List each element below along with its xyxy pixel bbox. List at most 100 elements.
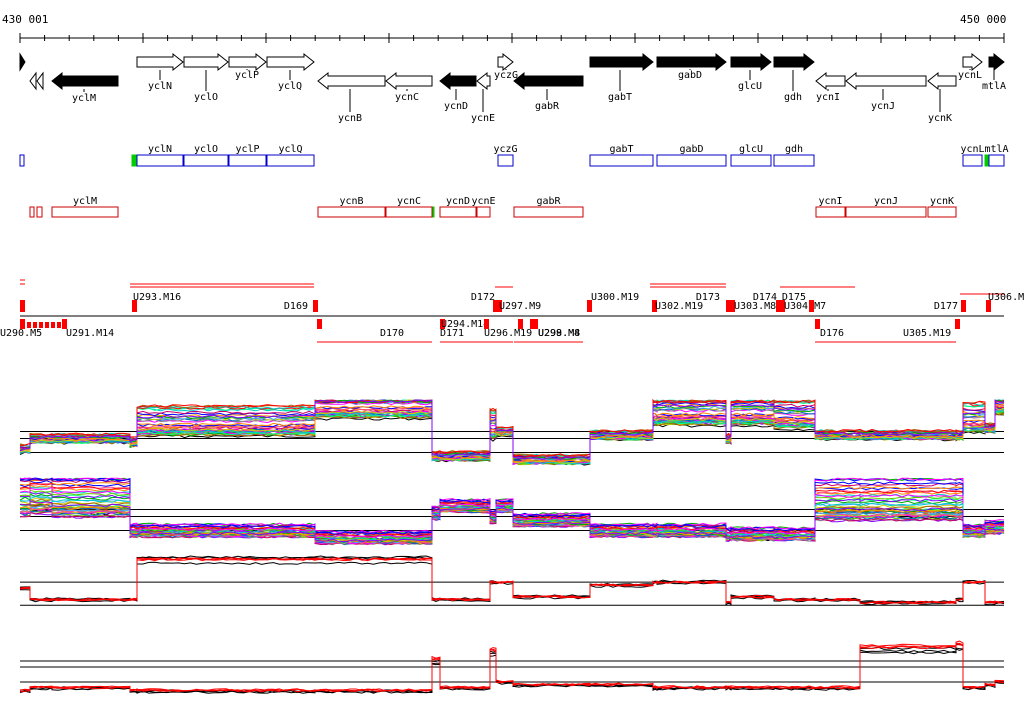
reverse-box-label-ycni: ycnI bbox=[818, 196, 842, 207]
segment-marker-bottom[interactable] bbox=[533, 319, 538, 329]
segment-marker-bottom[interactable] bbox=[440, 319, 445, 329]
gene-arrow-ycnb[interactable] bbox=[317, 71, 386, 91]
segment-label-d172: D172 bbox=[471, 292, 495, 303]
reverse-box-ycnb[interactable] bbox=[317, 206, 386, 218]
gene-arrow-yczg[interactable] bbox=[497, 52, 514, 72]
segment-marker-top[interactable] bbox=[587, 300, 592, 312]
segment-marker-top[interactable] bbox=[493, 300, 498, 312]
forward-box-yclo[interactable] bbox=[183, 154, 229, 167]
gene-arrow-ycne[interactable] bbox=[476, 71, 491, 91]
gene-label-glcu: glcU bbox=[738, 81, 762, 92]
expression-trace bbox=[19, 557, 1005, 604]
segment-marker-top[interactable] bbox=[780, 300, 785, 312]
segment-marker-top[interactable] bbox=[497, 300, 502, 312]
forward-box-ycnl[interactable] bbox=[962, 154, 983, 167]
reverse-box-ycne[interactable] bbox=[476, 206, 491, 218]
gene-label-gabt: gabT bbox=[608, 92, 632, 103]
forward-box-gabd[interactable] bbox=[656, 154, 727, 167]
gene-arrow-ycnj[interactable] bbox=[845, 71, 927, 91]
gene-label-ycnk: ycnK bbox=[928, 113, 952, 124]
forward-box-mtla[interactable] bbox=[988, 154, 1005, 167]
segment-marker-top[interactable] bbox=[652, 300, 657, 312]
segment-marker-top[interactable] bbox=[132, 300, 137, 312]
gene-arrow-ycnl[interactable] bbox=[962, 52, 983, 72]
gene-label-gdh: gdh bbox=[784, 92, 802, 103]
reverse-box-label-gabr: gabR bbox=[536, 196, 561, 207]
segment-marker-bottom[interactable] bbox=[815, 319, 820, 329]
gene-arrow-gabt[interactable] bbox=[589, 52, 654, 72]
reverse-box-gabr[interactable] bbox=[513, 206, 584, 218]
segment-marker-top[interactable] bbox=[726, 300, 731, 312]
gene-arrow-ycni[interactable] bbox=[815, 71, 846, 91]
gene-arrow-gabd[interactable] bbox=[656, 52, 727, 72]
segment-marker-top[interactable] bbox=[313, 300, 318, 312]
segment-marker-top[interactable] bbox=[730, 300, 735, 312]
reverse-box-label-ycnb: ycnB bbox=[339, 196, 363, 207]
forward-box-glcu[interactable] bbox=[730, 154, 772, 167]
forward-box-label-yclp: yclP bbox=[235, 144, 259, 155]
reverse-box-yclm[interactable] bbox=[51, 206, 119, 218]
segment-marker-top[interactable] bbox=[961, 300, 966, 312]
segment-marker-top[interactable] bbox=[20, 300, 25, 312]
expression-trace bbox=[19, 643, 1005, 693]
segment-label-u300-m19: U300.M19 bbox=[591, 292, 639, 303]
segment-marker-cluster bbox=[39, 322, 43, 328]
segment-marker-top[interactable] bbox=[986, 300, 991, 312]
segment-marker-bottom[interactable] bbox=[955, 319, 960, 329]
gene-arrow-fragment-0[interactable] bbox=[19, 52, 26, 72]
forward-marker bbox=[131, 154, 138, 167]
gene-arrow-ycln[interactable] bbox=[136, 52, 184, 72]
reverse-box-ycnc[interactable] bbox=[385, 206, 433, 218]
gene-arrow-ycnk[interactable] bbox=[927, 71, 957, 91]
forward-box-label-yczg: yczG bbox=[493, 144, 517, 155]
gene-label-mtla: mtlA bbox=[982, 81, 1006, 92]
segment-marker-bottom[interactable] bbox=[62, 319, 67, 329]
gene-arrow-yclo[interactable] bbox=[183, 52, 229, 72]
gene-arrow-fragment-2[interactable] bbox=[36, 71, 44, 91]
gene-arrow-ycnd[interactable] bbox=[439, 71, 477, 91]
reverse-box-label-ycne: ycnE bbox=[471, 196, 495, 207]
gene-label-ycne: ycnE bbox=[471, 113, 495, 124]
gene-arrow-gdh[interactable] bbox=[773, 52, 815, 72]
gene-arrow-fragment-1[interactable] bbox=[29, 71, 37, 91]
segment-marker-top[interactable] bbox=[776, 300, 781, 312]
expression-trace bbox=[19, 556, 1005, 604]
forward-box-gabt[interactable] bbox=[589, 154, 654, 167]
forward-box-yczg[interactable] bbox=[497, 154, 514, 167]
segment-marker-bottom[interactable] bbox=[20, 319, 25, 329]
expression-trace bbox=[19, 486, 1005, 539]
segment-marker-bottom[interactable] bbox=[317, 319, 322, 329]
segment-label-d170: D170 bbox=[380, 328, 404, 339]
segment-label-d177: D177 bbox=[934, 301, 958, 312]
forward-box-ycln[interactable] bbox=[136, 154, 184, 167]
forward-box-yclq[interactable] bbox=[266, 154, 315, 167]
gene-label-ycni: ycnI bbox=[816, 92, 840, 103]
gene-arrow-ycnc[interactable] bbox=[385, 71, 433, 91]
segment-marker-top[interactable] bbox=[809, 300, 814, 312]
forward-box-gdh[interactable] bbox=[773, 154, 815, 167]
segment-label-u296-m19: U296.M19 bbox=[484, 328, 532, 339]
segment-marker-bottom[interactable] bbox=[518, 319, 523, 329]
expression-trace bbox=[19, 643, 1004, 693]
forward-box-label-gdh: gdh bbox=[785, 144, 803, 155]
reverse-box-ycni[interactable] bbox=[815, 206, 846, 218]
expression-trace bbox=[19, 410, 1005, 465]
segment-label-u299-m4: U299.M4 bbox=[538, 328, 580, 339]
forward-strand-track: yclN yclO yclP yclQ yczG gabT gabD glcU gdh ycnL m… bbox=[19, 144, 1009, 167]
reverse-box-ycnj[interactable] bbox=[845, 206, 927, 218]
expression-trace bbox=[20, 561, 1005, 606]
forward-box-label-glcu: glcU bbox=[739, 144, 763, 155]
gene-arrow-yclp[interactable] bbox=[228, 52, 267, 72]
segment-label-u305-m19: U305.M19 bbox=[903, 328, 951, 339]
reverse-box-label-ycnj: ycnJ bbox=[874, 196, 898, 207]
reverse-box-ycnd[interactable] bbox=[439, 206, 477, 218]
gene-arrow-mtla[interactable] bbox=[988, 52, 1005, 72]
segment-marker-bottom[interactable] bbox=[484, 319, 489, 329]
gene-arrow-glcu[interactable] bbox=[730, 52, 772, 72]
gene-arrow-yclm[interactable] bbox=[51, 71, 119, 91]
segment-marker-bottom[interactable] bbox=[530, 319, 535, 329]
reverse-box-ycnk[interactable] bbox=[927, 206, 957, 218]
gene-arrow-yclq[interactable] bbox=[266, 52, 315, 72]
forward-box-yclp[interactable] bbox=[228, 154, 267, 167]
gene-arrow-gabr[interactable] bbox=[513, 71, 584, 91]
